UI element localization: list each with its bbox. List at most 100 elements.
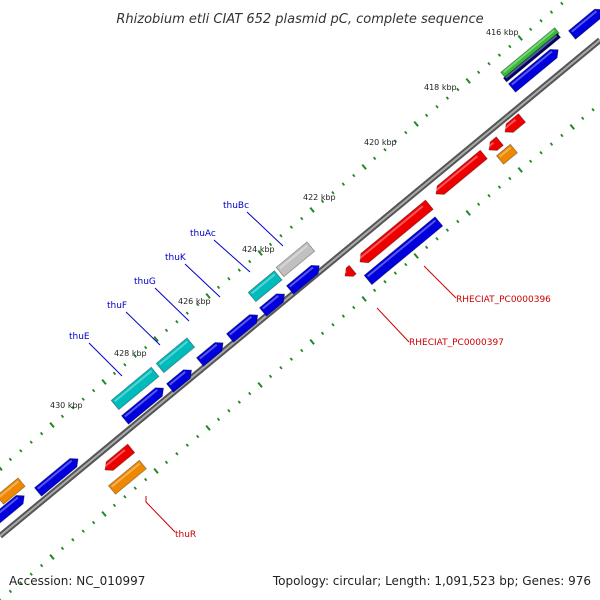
- cds-420-orange: [495, 143, 518, 165]
- tick-mark: [216, 285, 221, 290]
- tick-mark: [60, 546, 65, 551]
- gene-label-thuBc: thuBc: [223, 201, 249, 211]
- tick-mark: [529, 159, 533, 164]
- cds-420-red-a: [435, 149, 488, 195]
- tick-mark: [372, 156, 377, 161]
- tick-mark: [352, 173, 356, 178]
- tick-mark: [435, 237, 439, 241]
- tick-label-428: 428 kbp: [114, 349, 147, 358]
- tick-mark: [404, 262, 408, 267]
- tick-mark: [205, 425, 211, 431]
- tick-mark: [164, 328, 169, 333]
- tick-mark: [581, 116, 585, 121]
- tick-mark: [539, 150, 543, 155]
- gene-label-thuR: thuR: [175, 530, 196, 540]
- tick-label-424: 424 kbp: [242, 245, 275, 254]
- tick-mark: [445, 228, 450, 232]
- tick-mark: [289, 357, 293, 361]
- tick-mark: [101, 511, 107, 517]
- tick-mark: [591, 107, 595, 112]
- tick-label-430: 430 kbp: [50, 401, 83, 410]
- tick-mark: [91, 388, 96, 393]
- tick-mark: [560, 133, 564, 138]
- tick-mark: [413, 252, 419, 259]
- cds-420-red-b: [488, 136, 504, 151]
- cds-thuBc: [275, 241, 316, 278]
- tick-mark: [508, 44, 512, 49]
- leader-thuF: [125, 311, 161, 346]
- tick-mark: [569, 123, 575, 130]
- cds-forward-1: [0, 477, 26, 505]
- cds-397: [363, 216, 444, 286]
- tick-mark: [175, 320, 179, 324]
- leader-397: [376, 307, 410, 343]
- cds-396: [358, 199, 434, 264]
- cds-thuG-blue: [195, 342, 224, 367]
- gene-label-thuK: thuK: [165, 253, 187, 263]
- tick-mark: [71, 406, 75, 410]
- tick-mark: [185, 311, 189, 315]
- tick-mark: [497, 185, 502, 189]
- tick-mark: [560, 1, 564, 6]
- gene-label-thuAc: thuAc: [190, 229, 216, 239]
- leader-thuG: [154, 287, 190, 322]
- cds-thuE-blue: [120, 387, 164, 425]
- leader-thuE: [88, 342, 123, 377]
- leader-thuAc: [213, 239, 251, 273]
- leader-396: [423, 265, 457, 299]
- tick-mark: [320, 331, 325, 336]
- tick-mark: [144, 477, 148, 482]
- tick-mark: [476, 202, 481, 207]
- tick-label-426: 426 kbp: [178, 297, 211, 306]
- tick-mark: [279, 234, 283, 238]
- tick-mark: [227, 409, 231, 413]
- gene-label-RHECIAT_PC0000397: RHECIAT_PC0000397: [409, 338, 504, 348]
- tick-mark: [413, 120, 419, 127]
- tick-mark: [393, 139, 398, 143]
- gene-label-thuF: thuF: [107, 301, 127, 311]
- tick-mark: [279, 366, 283, 370]
- cds-green-416: [500, 27, 560, 79]
- tick-mark: [309, 339, 315, 345]
- tick-mark: [445, 96, 450, 100]
- tick-mark: [517, 166, 523, 173]
- cds-thuK-blue: [225, 314, 259, 343]
- tick-mark: [257, 382, 263, 388]
- tick-mark: [435, 105, 439, 109]
- cds-thuE: [110, 366, 160, 411]
- tick-mark: [153, 468, 159, 474]
- tick-mark: [465, 209, 471, 216]
- tick-mark: [383, 280, 387, 284]
- tick-mark: [8, 457, 13, 462]
- tick-label-422: 422 kbp: [303, 193, 336, 202]
- cds-thuK: [247, 270, 283, 303]
- features: [0, 8, 600, 524]
- tick-mark: [383, 148, 387, 152]
- tick-mark: [71, 538, 75, 542]
- tick-mark: [144, 345, 148, 350]
- tick-mark: [487, 62, 491, 66]
- tick-mark: [39, 563, 44, 568]
- tick-mark: [331, 323, 335, 327]
- cds-thuBc-blue: [285, 264, 320, 295]
- tick-mark: [123, 363, 127, 367]
- tick-mark: [300, 348, 304, 353]
- gene-label-RHECIAT_PC0000396: RHECIAT_PC0000396: [456, 295, 551, 305]
- label-leaders: [88, 211, 457, 533]
- tick-mark: [49, 422, 55, 428]
- cds-thuAc-blue: [258, 293, 286, 317]
- cds-top-right: [567, 8, 600, 40]
- tick-mark: [196, 434, 200, 439]
- map-title: Rhizobium etli CIAT 652 plasmid pC, comp…: [116, 12, 483, 27]
- tick-mark: [112, 503, 117, 508]
- tick-mark: [81, 397, 85, 401]
- tick-mark: [101, 379, 107, 385]
- tick-mark: [8, 589, 13, 594]
- gene-labels: thuBc thuAc thuK thuG thuF thuE RHECIAT_…: [69, 201, 551, 540]
- cds-418-blue: [507, 48, 559, 93]
- tick-ring-inner: [0, 107, 595, 600]
- tick-mark: [237, 268, 241, 272]
- tick-mark: [133, 486, 137, 490]
